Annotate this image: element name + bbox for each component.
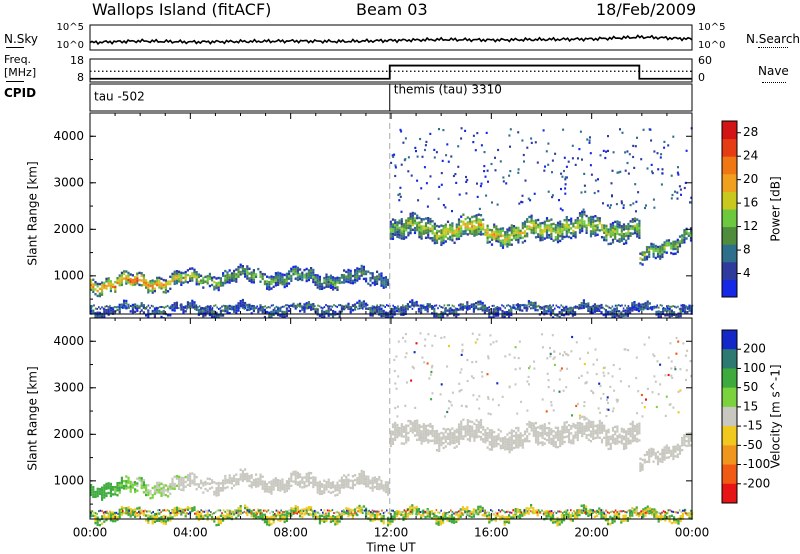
velocity-colorbar-swatch xyxy=(722,426,737,446)
power-colorbar-tick-label: 20 xyxy=(743,172,758,186)
xlabel: Time UT xyxy=(365,541,416,554)
power-colorbar-tick-label: 8 xyxy=(743,243,751,257)
power-colorbar-swatch xyxy=(722,209,737,228)
freq-units-label: [MHz] xyxy=(4,66,37,79)
velocity-colorbar-frame xyxy=(721,329,738,504)
power-data-cells xyxy=(90,127,694,322)
noise-ytick-label: 10^5 xyxy=(57,22,84,33)
nsky-underline xyxy=(6,47,24,48)
nsearch-label: N.Search xyxy=(746,32,800,46)
velocity-ytick-label: 4000 xyxy=(53,334,84,348)
power-colorbar-label: Power [dB] xyxy=(769,176,783,241)
velocity-colorbar-swatch xyxy=(722,406,737,427)
velocity-colorbar-swatch xyxy=(722,387,737,408)
power-colorbar-swatch xyxy=(722,226,737,245)
power-colorbar-frame xyxy=(721,120,738,298)
velocity-colorbar-swatch xyxy=(722,445,737,466)
velocity-ytick-label: 2000 xyxy=(53,427,84,441)
velocity-data-cells xyxy=(90,332,694,527)
velocity-ytick-label: 1000 xyxy=(53,473,84,487)
cpid-segment-label: themis (tau) 3310 xyxy=(394,83,502,97)
xtick-label: 20:00 xyxy=(574,526,609,540)
velocity-colorbar-label: Velocity [m s^-1] xyxy=(769,364,783,468)
xtick-label: 08:00 xyxy=(273,526,308,540)
power-colorbar-swatch xyxy=(722,244,737,263)
noise-right-ytick-label: 10^5 xyxy=(698,22,725,33)
freq-underline xyxy=(6,81,24,82)
power-colorbar-swatch xyxy=(722,279,737,298)
nave-dotted-line xyxy=(762,82,786,83)
power-ytick-label: 3000 xyxy=(53,175,84,189)
nsky-series-line xyxy=(89,34,693,46)
station-title: Wallops Island (fitACF) xyxy=(92,0,272,19)
velocity-colorbar-tick-label: 200 xyxy=(743,342,766,356)
xtick-label: 04:00 xyxy=(173,526,208,540)
freq-ytick-label: 8 xyxy=(77,71,84,84)
freq-panel-frame xyxy=(89,58,693,83)
power-ytick-label: 4000 xyxy=(53,129,84,143)
cpid-segment-label: tau -502 xyxy=(94,90,145,104)
freq-series-line xyxy=(90,64,692,80)
freq-label: Freq. xyxy=(4,53,32,66)
nsky-label: N.Sky xyxy=(4,32,39,46)
velocity-colorbar-tick-label: -100 xyxy=(743,457,770,471)
velocity-colorbar-swatch xyxy=(722,349,737,369)
nsearch-dotted-line xyxy=(758,47,788,48)
velocity-colorbar-tick-label: -15 xyxy=(743,419,763,433)
velocity-colorbar-tick-label: -50 xyxy=(743,438,763,452)
cpid-label: CPID xyxy=(4,86,37,100)
power-colorbar-tick-label: 16 xyxy=(743,196,758,210)
velocity-colorbar-swatch xyxy=(722,330,737,350)
nave-label: Nave xyxy=(758,64,789,78)
power-colorbar-swatch xyxy=(722,121,737,140)
velocity-colorbar-swatch xyxy=(722,464,737,485)
noise-right-ytick-label: 10^0 xyxy=(698,40,725,51)
power-colorbar-swatch xyxy=(722,191,737,210)
velocity-colorbar-tick-label: 100 xyxy=(743,361,766,375)
velocity-colorbar-swatch xyxy=(722,483,737,504)
xtick-label: 00:00 xyxy=(675,526,710,540)
date-title: 18/Feb/2009 xyxy=(596,0,697,19)
noise-ytick-label: 10^0 xyxy=(57,40,84,51)
velocity-ytick-label: 3000 xyxy=(53,380,84,394)
xtick-label: 12:00 xyxy=(374,526,409,540)
power-colorbar-tick-label: 28 xyxy=(743,125,758,139)
nave-right-ytick-label: 0 xyxy=(698,71,705,84)
power-ytick-label: 2000 xyxy=(53,222,84,236)
cpid-panel-frame xyxy=(89,83,693,112)
velocity-colorbar-swatch xyxy=(722,368,737,389)
velocity-colorbar-tick-label: 50 xyxy=(743,380,758,394)
power-colorbar-swatch xyxy=(722,261,737,280)
freq-ytick-label: 18 xyxy=(70,54,84,67)
power-colorbar-tick-label: 12 xyxy=(743,219,758,233)
velocity-ylabel: Slant Range [km] xyxy=(26,366,40,470)
beam-title: Beam 03 xyxy=(356,0,428,19)
nave-right-ytick-label: 60 xyxy=(698,54,712,67)
velocity-colorbar-tick-label: 15 xyxy=(743,399,758,413)
noise-panel-frame xyxy=(89,24,693,51)
power-colorbar-swatch xyxy=(722,156,737,175)
power-colorbar-tick-label: 4 xyxy=(743,266,751,280)
power-ytick-label: 1000 xyxy=(53,268,84,282)
power-ylabel: Slant Range [km] xyxy=(26,161,40,265)
power-colorbar-tick-label: 24 xyxy=(743,149,758,163)
xtick-label: 00:00 xyxy=(73,526,108,540)
power-colorbar-swatch xyxy=(722,138,737,157)
xtick-label: 16:00 xyxy=(474,526,509,540)
velocity-colorbar-tick-label: -200 xyxy=(743,476,770,490)
power-colorbar-swatch xyxy=(722,173,737,192)
